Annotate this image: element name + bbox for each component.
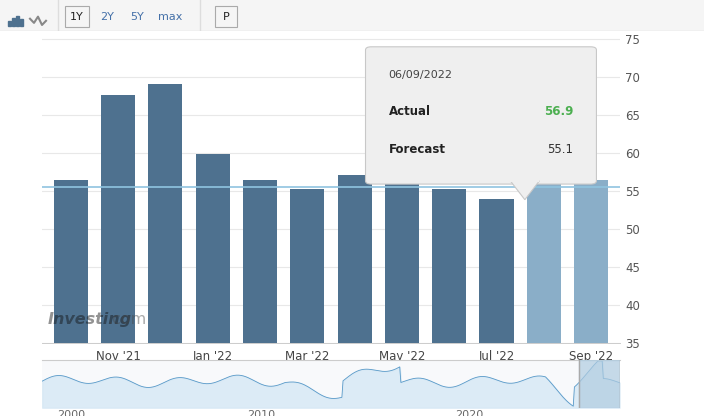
Text: Forecast: Forecast — [389, 143, 446, 156]
Text: 56.9: 56.9 — [544, 105, 573, 119]
Bar — [149, 84, 182, 416]
Bar — [290, 189, 325, 416]
Bar — [574, 180, 608, 416]
Bar — [432, 189, 466, 416]
Bar — [243, 180, 277, 416]
Bar — [215, 6, 237, 27]
Bar — [101, 95, 135, 416]
Bar — [12, 17, 15, 26]
Text: Investing: Investing — [48, 312, 132, 327]
Bar — [579, 360, 620, 408]
Text: Actual: Actual — [389, 105, 431, 119]
Text: 06/09/2022: 06/09/2022 — [389, 70, 453, 80]
Bar — [527, 176, 561, 416]
Bar — [337, 175, 372, 416]
Bar — [479, 198, 513, 416]
Bar — [16, 15, 19, 26]
Text: P: P — [222, 12, 230, 22]
Text: 2Y: 2Y — [100, 12, 114, 22]
Bar — [385, 184, 419, 416]
Bar — [8, 21, 11, 26]
Text: 55.1: 55.1 — [547, 143, 573, 156]
Bar — [196, 154, 230, 416]
Bar — [65, 6, 89, 27]
Bar — [20, 19, 23, 26]
Text: 5Y: 5Y — [130, 12, 144, 22]
Polygon shape — [510, 181, 539, 200]
FancyBboxPatch shape — [365, 47, 596, 184]
Text: max: max — [158, 12, 182, 22]
Bar — [54, 180, 88, 416]
Text: 1Y: 1Y — [70, 12, 84, 22]
Text: .com: .com — [107, 312, 146, 327]
